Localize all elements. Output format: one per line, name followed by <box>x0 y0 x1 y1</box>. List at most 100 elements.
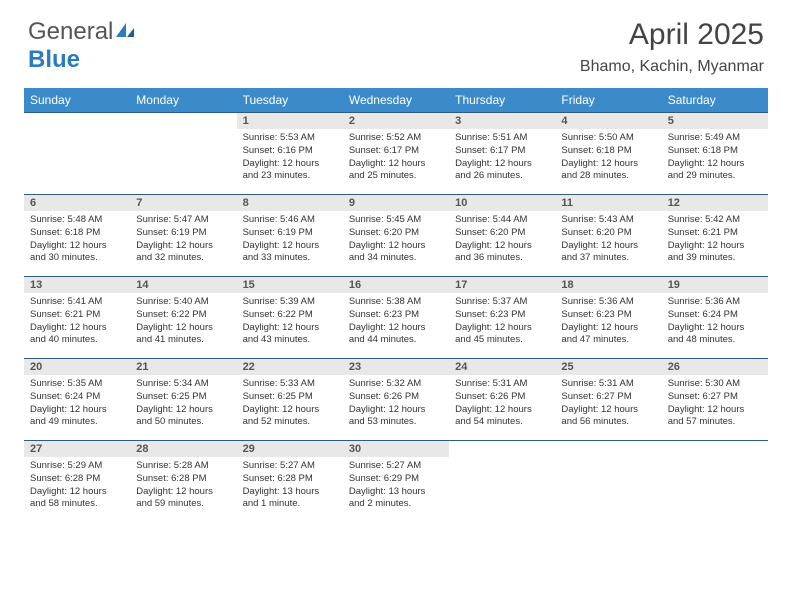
sunrise-text: Sunrise: 5:50 AM <box>561 132 655 145</box>
sunrise-text: Sunrise: 5:40 AM <box>136 296 230 309</box>
daylight-text: Daylight: 12 hours and 44 minutes. <box>349 322 443 348</box>
day-details: Sunrise: 5:30 AMSunset: 6:27 PMDaylight:… <box>662 375 768 433</box>
header-row: Sunday Monday Tuesday Wednesday Thursday… <box>24 88 768 113</box>
calendar-row: 20Sunrise: 5:35 AMSunset: 6:24 PMDayligh… <box>24 359 768 441</box>
sunset-text: Sunset: 6:23 PM <box>455 309 549 322</box>
daylight-text: Daylight: 12 hours and 26 minutes. <box>455 158 549 184</box>
day-number: 4 <box>555 113 661 129</box>
sunset-text: Sunset: 6:25 PM <box>243 391 337 404</box>
daylight-text: Daylight: 12 hours and 28 minutes. <box>561 158 655 184</box>
calendar-cell: 18Sunrise: 5:36 AMSunset: 6:23 PMDayligh… <box>555 277 661 359</box>
calendar-cell: 9Sunrise: 5:45 AMSunset: 6:20 PMDaylight… <box>343 195 449 277</box>
daylight-text: Daylight: 12 hours and 56 minutes. <box>561 404 655 430</box>
day-details: Sunrise: 5:35 AMSunset: 6:24 PMDaylight:… <box>24 375 130 433</box>
daylight-text: Daylight: 12 hours and 32 minutes. <box>136 240 230 266</box>
day-details: Sunrise: 5:39 AMSunset: 6:22 PMDaylight:… <box>237 293 343 351</box>
sunrise-text: Sunrise: 5:32 AM <box>349 378 443 391</box>
sunset-text: Sunset: 6:28 PM <box>30 473 124 486</box>
day-number: 10 <box>449 195 555 211</box>
day-number: 7 <box>130 195 236 211</box>
day-number: 25 <box>555 359 661 375</box>
sunset-text: Sunset: 6:19 PM <box>136 227 230 240</box>
calendar-cell: 4Sunrise: 5:50 AMSunset: 6:18 PMDaylight… <box>555 113 661 195</box>
sunrise-text: Sunrise: 5:43 AM <box>561 214 655 227</box>
daylight-text: Daylight: 12 hours and 43 minutes. <box>243 322 337 348</box>
day-number: 14 <box>130 277 236 293</box>
day-number: 13 <box>24 277 130 293</box>
day-number: 29 <box>237 441 343 457</box>
day-details: Sunrise: 5:53 AMSunset: 6:16 PMDaylight:… <box>237 129 343 187</box>
col-wednesday: Wednesday <box>343 88 449 113</box>
sunrise-text: Sunrise: 5:27 AM <box>243 460 337 473</box>
calendar-row: 6Sunrise: 5:48 AMSunset: 6:18 PMDaylight… <box>24 195 768 277</box>
sunrise-text: Sunrise: 5:44 AM <box>455 214 549 227</box>
col-thursday: Thursday <box>449 88 555 113</box>
calendar-cell: 21Sunrise: 5:34 AMSunset: 6:25 PMDayligh… <box>130 359 236 441</box>
day-number: 30 <box>343 441 449 457</box>
calendar-table: Sunday Monday Tuesday Wednesday Thursday… <box>24 88 768 523</box>
day-number: 2 <box>343 113 449 129</box>
calendar-cell: 3Sunrise: 5:51 AMSunset: 6:17 PMDaylight… <box>449 113 555 195</box>
day-details: Sunrise: 5:45 AMSunset: 6:20 PMDaylight:… <box>343 211 449 269</box>
sunrise-text: Sunrise: 5:53 AM <box>243 132 337 145</box>
calendar-body: 1Sunrise: 5:53 AMSunset: 6:16 PMDaylight… <box>24 113 768 523</box>
daylight-text: Daylight: 12 hours and 29 minutes. <box>668 158 762 184</box>
day-number: 18 <box>555 277 661 293</box>
sunset-text: Sunset: 6:19 PM <box>243 227 337 240</box>
day-number <box>449 441 555 445</box>
day-details: Sunrise: 5:37 AMSunset: 6:23 PMDaylight:… <box>449 293 555 351</box>
sunset-text: Sunset: 6:24 PM <box>668 309 762 322</box>
calendar-row: 27Sunrise: 5:29 AMSunset: 6:28 PMDayligh… <box>24 441 768 523</box>
calendar-cell: 25Sunrise: 5:31 AMSunset: 6:27 PMDayligh… <box>555 359 661 441</box>
sunset-text: Sunset: 6:17 PM <box>455 145 549 158</box>
daylight-text: Daylight: 12 hours and 33 minutes. <box>243 240 337 266</box>
sunrise-text: Sunrise: 5:30 AM <box>668 378 762 391</box>
sunset-text: Sunset: 6:22 PM <box>243 309 337 322</box>
day-number: 19 <box>662 277 768 293</box>
daylight-text: Daylight: 12 hours and 52 minutes. <box>243 404 337 430</box>
daylight-text: Daylight: 13 hours and 2 minutes. <box>349 486 443 512</box>
day-details: Sunrise: 5:47 AMSunset: 6:19 PMDaylight:… <box>130 211 236 269</box>
day-number <box>24 113 130 117</box>
daylight-text: Daylight: 12 hours and 40 minutes. <box>30 322 124 348</box>
day-number: 9 <box>343 195 449 211</box>
daylight-text: Daylight: 12 hours and 49 minutes. <box>30 404 124 430</box>
sunset-text: Sunset: 6:16 PM <box>243 145 337 158</box>
day-number <box>130 113 236 117</box>
sunset-text: Sunset: 6:20 PM <box>455 227 549 240</box>
sunset-text: Sunset: 6:28 PM <box>243 473 337 486</box>
calendar-cell <box>555 441 661 523</box>
day-number <box>555 441 661 445</box>
day-number: 17 <box>449 277 555 293</box>
calendar-cell: 8Sunrise: 5:46 AMSunset: 6:19 PMDaylight… <box>237 195 343 277</box>
col-sunday: Sunday <box>24 88 130 113</box>
day-number: 20 <box>24 359 130 375</box>
day-details: Sunrise: 5:38 AMSunset: 6:23 PMDaylight:… <box>343 293 449 351</box>
day-details: Sunrise: 5:48 AMSunset: 6:18 PMDaylight:… <box>24 211 130 269</box>
calendar-cell: 14Sunrise: 5:40 AMSunset: 6:22 PMDayligh… <box>130 277 236 359</box>
daylight-text: Daylight: 12 hours and 23 minutes. <box>243 158 337 184</box>
calendar-cell: 15Sunrise: 5:39 AMSunset: 6:22 PMDayligh… <box>237 277 343 359</box>
sunrise-text: Sunrise: 5:38 AM <box>349 296 443 309</box>
sunset-text: Sunset: 6:20 PM <box>349 227 443 240</box>
sunset-text: Sunset: 6:17 PM <box>349 145 443 158</box>
day-number: 11 <box>555 195 661 211</box>
calendar-cell: 17Sunrise: 5:37 AMSunset: 6:23 PMDayligh… <box>449 277 555 359</box>
daylight-text: Daylight: 12 hours and 37 minutes. <box>561 240 655 266</box>
sunset-text: Sunset: 6:28 PM <box>136 473 230 486</box>
day-details: Sunrise: 5:41 AMSunset: 6:21 PMDaylight:… <box>24 293 130 351</box>
daylight-text: Daylight: 12 hours and 45 minutes. <box>455 322 549 348</box>
daylight-text: Daylight: 13 hours and 1 minute. <box>243 486 337 512</box>
day-number: 5 <box>662 113 768 129</box>
day-details: Sunrise: 5:27 AMSunset: 6:28 PMDaylight:… <box>237 457 343 515</box>
sunrise-text: Sunrise: 5:28 AM <box>136 460 230 473</box>
day-number: 16 <box>343 277 449 293</box>
day-details: Sunrise: 5:43 AMSunset: 6:20 PMDaylight:… <box>555 211 661 269</box>
daylight-text: Daylight: 12 hours and 36 minutes. <box>455 240 549 266</box>
sunrise-text: Sunrise: 5:35 AM <box>30 378 124 391</box>
day-number <box>662 441 768 445</box>
calendar-row: 1Sunrise: 5:53 AMSunset: 6:16 PMDaylight… <box>24 113 768 195</box>
daylight-text: Daylight: 12 hours and 48 minutes. <box>668 322 762 348</box>
sunset-text: Sunset: 6:26 PM <box>349 391 443 404</box>
sunset-text: Sunset: 6:22 PM <box>136 309 230 322</box>
